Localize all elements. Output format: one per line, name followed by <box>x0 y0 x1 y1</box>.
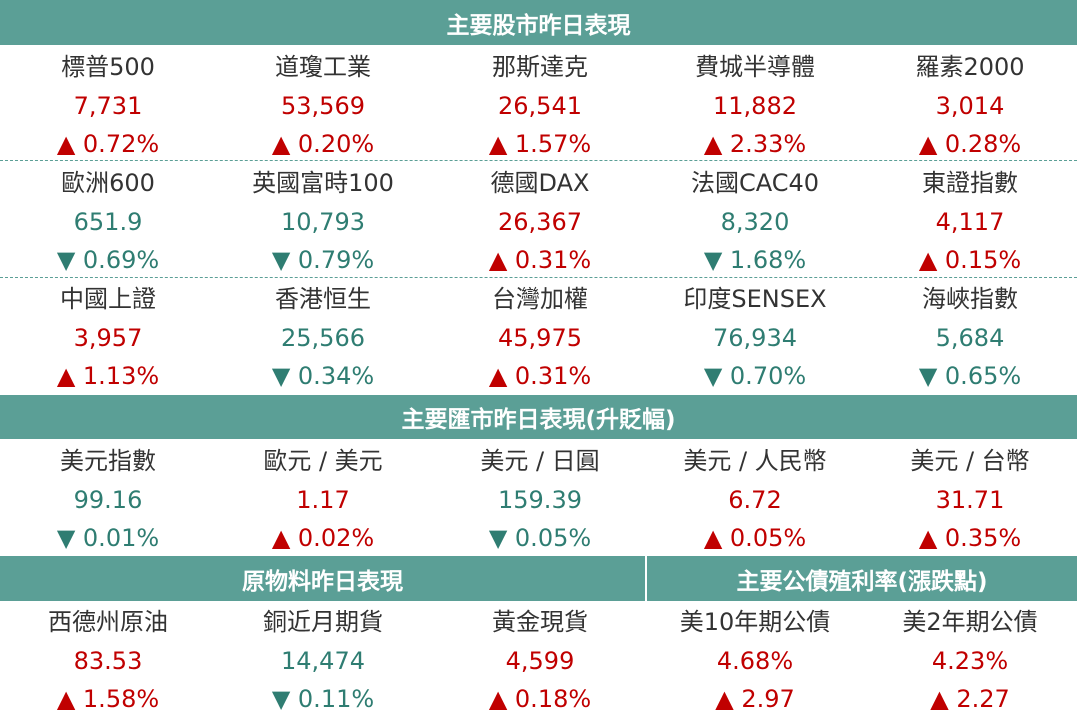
item-name: 費城半導體 <box>695 53 815 81</box>
item-value: 25,566 <box>281 324 365 352</box>
row-separator <box>0 277 1077 278</box>
item-change: ▲ 0.31% <box>488 246 592 274</box>
item-name: 歐洲600 <box>61 169 155 197</box>
item-value: 10,793 <box>281 208 365 236</box>
item-change: ▼ 0.65% <box>918 362 1022 390</box>
item-name: 美元 / 日圓 <box>480 447 600 475</box>
item-change: ▲ 2.33% <box>703 130 807 158</box>
section-header: 主要公債殖利率(漲跌點) <box>647 556 1077 601</box>
item-value: 1.17 <box>296 486 350 514</box>
item-value: 26,541 <box>498 92 582 120</box>
item-value: 159.39 <box>498 486 582 514</box>
item-change: ▲ 1.13% <box>56 362 160 390</box>
item-change: ▲ 0.18% <box>488 685 592 713</box>
item-name: 海峽指數 <box>922 285 1018 313</box>
item-name: 美10年期公債 <box>679 608 831 636</box>
item-name: 東證指數 <box>922 169 1018 197</box>
item-value: 651.9 <box>73 208 143 236</box>
item-change: ▲ 2.97 <box>715 685 795 713</box>
item-name: 香港恒生 <box>275 285 371 313</box>
item-change: ▼ 0.34% <box>271 362 375 390</box>
item-name: 法國CAC40 <box>690 169 820 197</box>
item-value: 11,882 <box>713 92 797 120</box>
item-name: 中國上證 <box>60 285 156 313</box>
item-change: ▲ 0.15% <box>918 246 1022 274</box>
item-change: ▲ 0.28% <box>918 130 1022 158</box>
item-name: 歐元 / 美元 <box>263 447 383 475</box>
item-change: ▼ 0.01% <box>56 524 160 552</box>
item-change: ▼ 1.68% <box>703 246 807 274</box>
item-value: 26,367 <box>498 208 582 236</box>
item-name: 印度SENSEX <box>683 285 827 313</box>
item-value: 4.23% <box>931 647 1009 675</box>
item-change: ▼ 0.70% <box>703 362 807 390</box>
item-name: 黃金現貨 <box>492 608 588 636</box>
item-value: 3,014 <box>935 92 1005 120</box>
item-name: 美元 / 人民幣 <box>683 447 827 475</box>
item-value: 76,934 <box>713 324 797 352</box>
item-value: 99.16 <box>73 486 143 514</box>
item-change: ▲ 0.20% <box>271 130 375 158</box>
item-change: ▲ 1.57% <box>488 130 592 158</box>
item-name: 銅近月期貨 <box>263 608 383 636</box>
item-change: ▲ 0.35% <box>918 524 1022 552</box>
item-name: 美元 / 台幣 <box>910 447 1030 475</box>
row-separator <box>0 160 1077 161</box>
item-value: 6.72 <box>728 486 782 514</box>
item-value: 5,684 <box>935 324 1005 352</box>
item-name: 羅素2000 <box>915 53 1025 81</box>
item-change: ▼ 0.69% <box>56 246 160 274</box>
section-header: 原物料昨日表現 <box>0 556 645 601</box>
item-name: 標普500 <box>61 53 155 81</box>
item-value: 4.68% <box>716 647 794 675</box>
item-change: ▲ 0.05% <box>703 524 807 552</box>
item-value: 7,731 <box>73 92 143 120</box>
item-change: ▲ 2.27 <box>930 685 1010 713</box>
item-name: 美2年期公債 <box>902 608 1038 636</box>
item-value: 45,975 <box>498 324 582 352</box>
item-change: ▲ 0.72% <box>56 130 160 158</box>
item-value: 53,569 <box>281 92 365 120</box>
item-name: 德國DAX <box>490 169 590 197</box>
item-value: 8,320 <box>720 208 790 236</box>
item-value: 83.53 <box>73 647 143 675</box>
item-name: 英國富時100 <box>252 169 394 197</box>
item-change: ▲ 0.31% <box>488 362 592 390</box>
item-value: 4,599 <box>505 647 575 675</box>
item-change: ▲ 0.02% <box>271 524 375 552</box>
item-value: 31.71 <box>935 486 1005 514</box>
item-name: 那斯達克 <box>492 53 588 81</box>
item-value: 3,957 <box>73 324 143 352</box>
item-change: ▲ 1.58% <box>56 685 160 713</box>
item-value: 4,117 <box>935 208 1005 236</box>
item-name: 美元指數 <box>60 447 156 475</box>
section-header: 主要匯市昨日表現(升貶幅) <box>0 395 1077 439</box>
item-value: 14,474 <box>281 647 365 675</box>
item-change: ▼ 0.79% <box>271 246 375 274</box>
item-change: ▼ 0.11% <box>271 685 375 713</box>
item-name: 道瓊工業 <box>275 53 371 81</box>
item-name: 台灣加權 <box>492 285 588 313</box>
item-name: 西德州原油 <box>48 608 168 636</box>
item-change: ▼ 0.05% <box>488 524 592 552</box>
section-header: 主要股市昨日表現 <box>0 0 1077 45</box>
